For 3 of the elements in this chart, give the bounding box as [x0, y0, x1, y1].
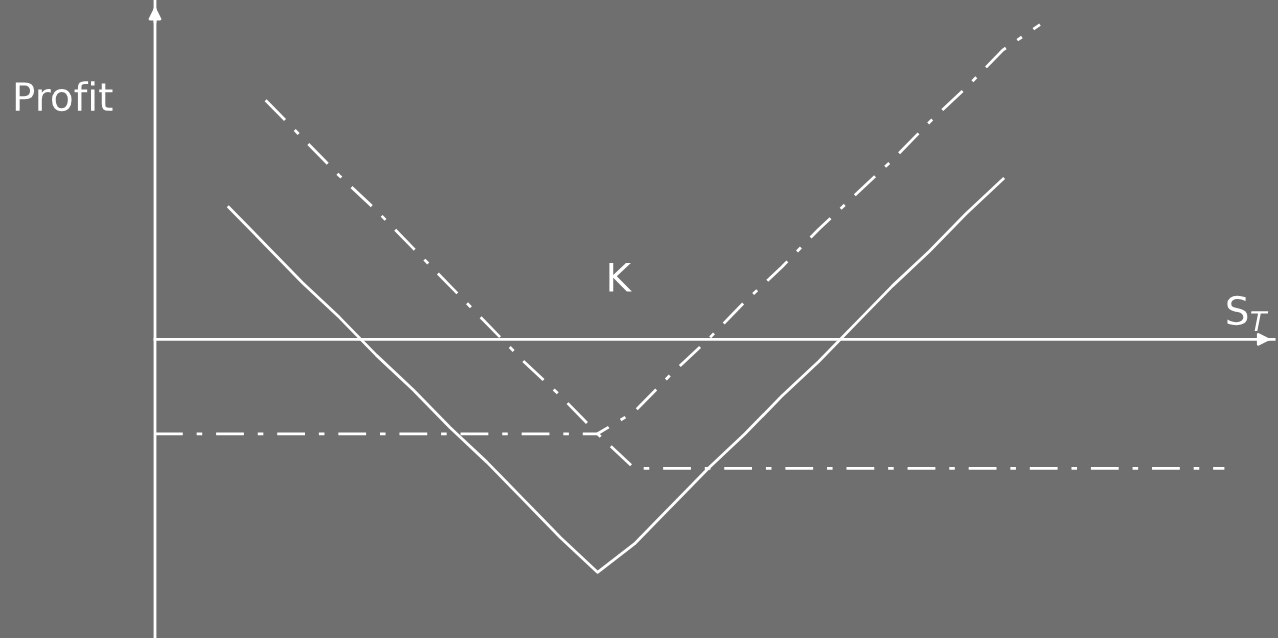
annotation: K: [609, 263, 632, 292]
y-axis-title: Profit: [15, 81, 113, 112]
x-axis-title: S$_{T}$: [1227, 295, 1269, 332]
